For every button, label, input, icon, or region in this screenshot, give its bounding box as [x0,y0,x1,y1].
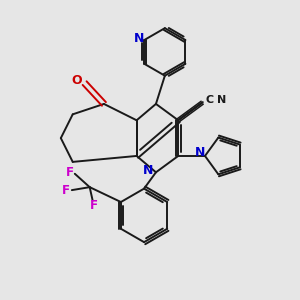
Text: C: C [206,95,214,105]
Text: O: O [71,74,82,87]
Text: F: F [90,200,98,212]
Text: N: N [134,32,144,45]
Text: F: F [65,166,74,179]
Text: N: N [217,95,226,105]
Text: N: N [194,146,205,159]
Text: F: F [62,184,70,196]
Text: N: N [142,164,153,177]
